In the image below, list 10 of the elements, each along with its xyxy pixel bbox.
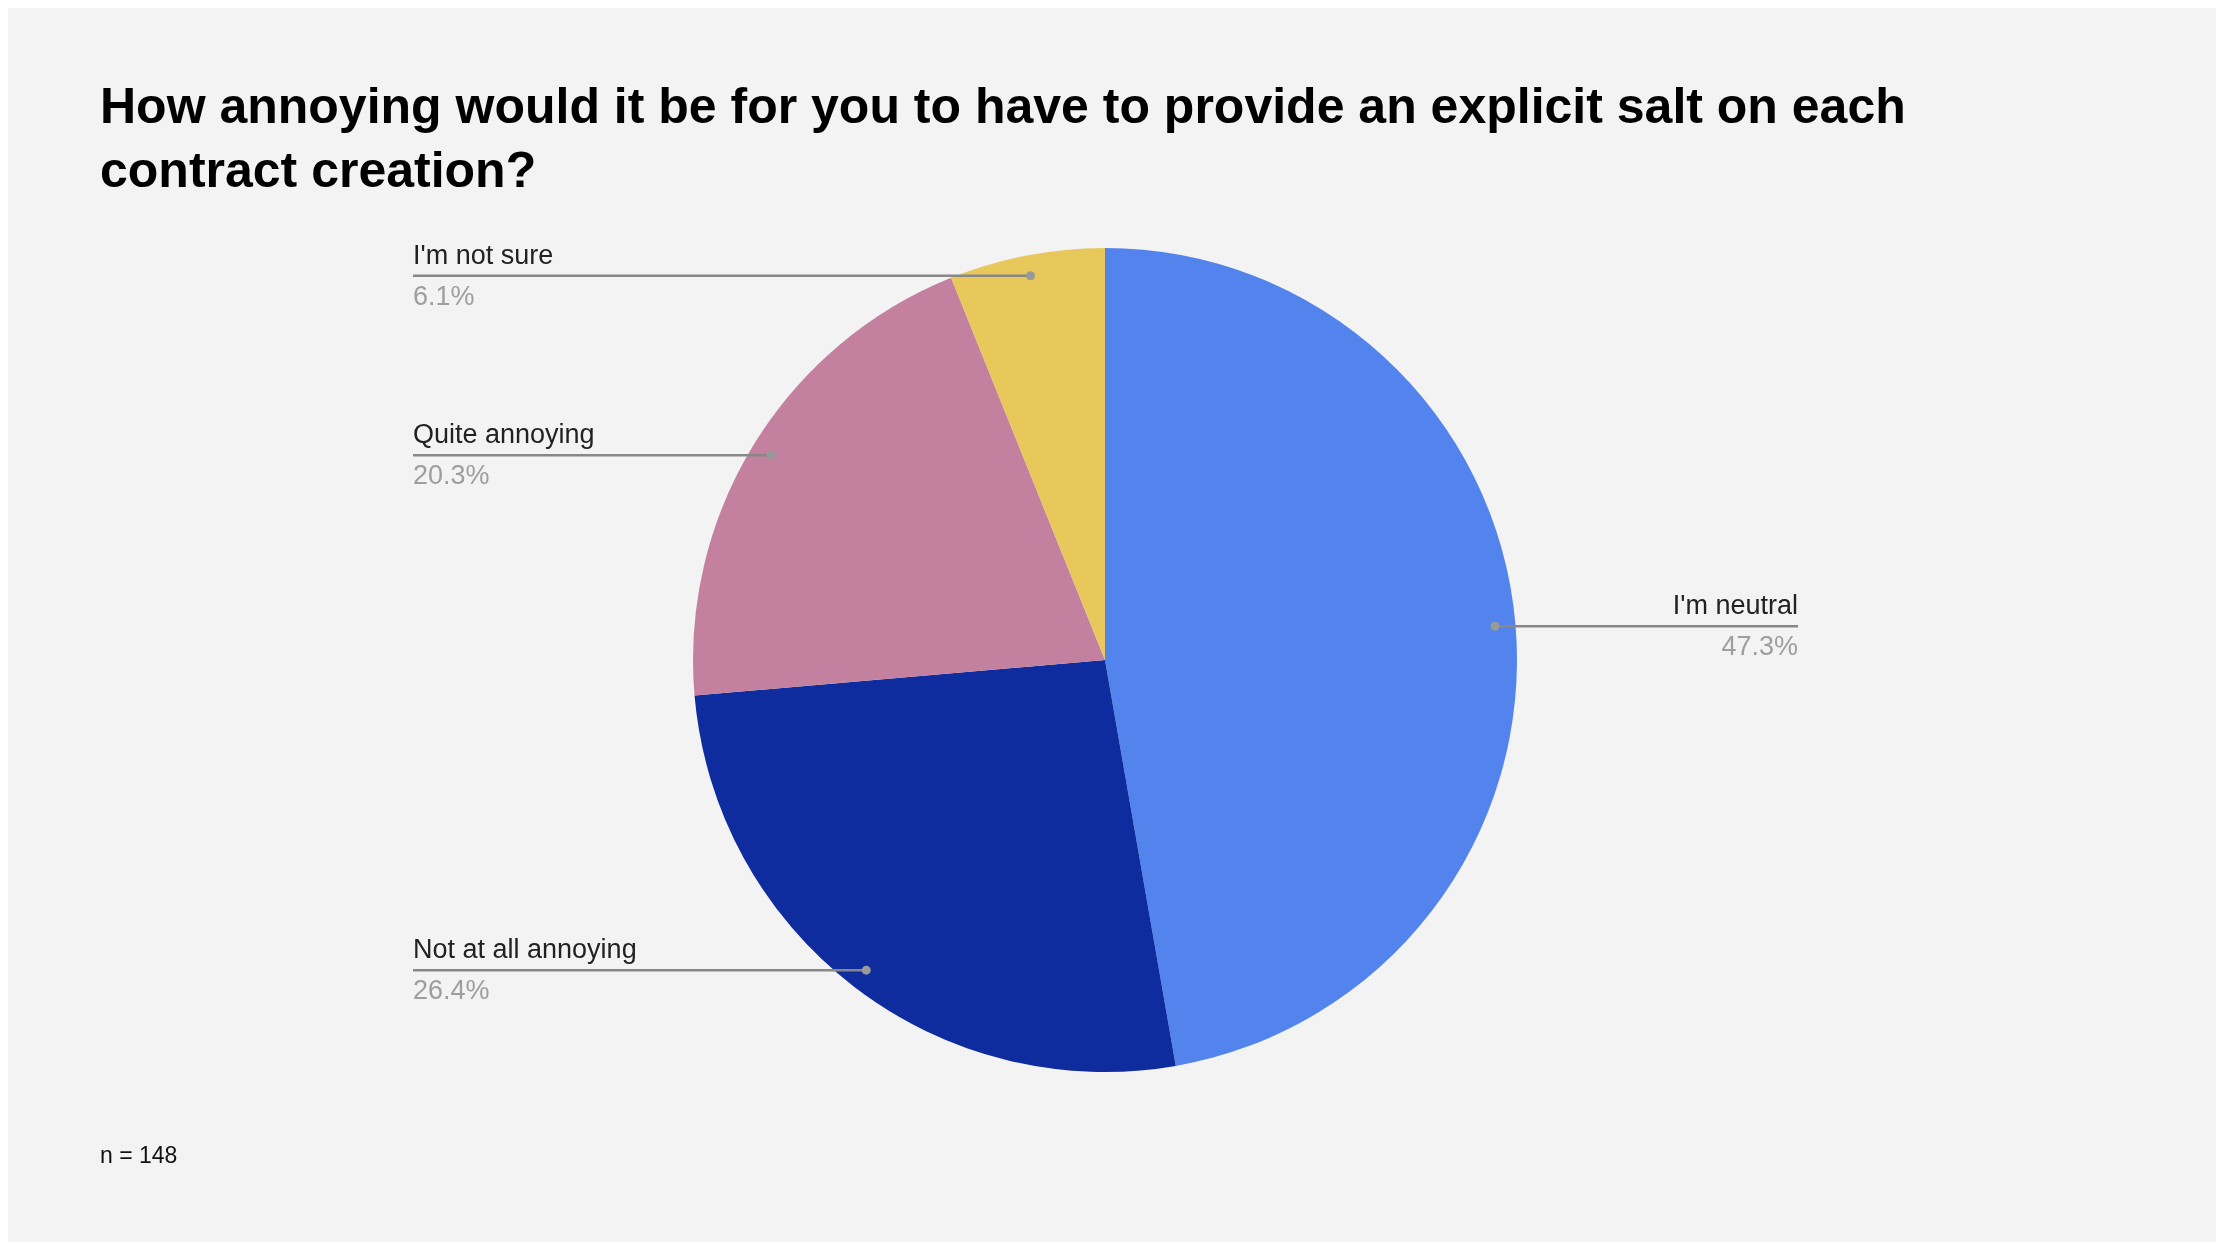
data-label: 26.4% (413, 975, 490, 1006)
data-label: 6.1% (413, 280, 475, 311)
text: n = 148 (100, 1142, 178, 1169)
data-label: 47.3% (1721, 631, 1798, 662)
slice-label: Not at all annoying (413, 934, 637, 965)
data-label: 20.3% (413, 460, 490, 491)
slice-label: I'm not sure (413, 239, 554, 270)
chart-title: How annoying would it be for you to have to provide an explicit salt on each contract creation? (100, 77, 1907, 200)
slice-label: I'm neutral (1672, 590, 1798, 621)
slice-label: Quite annoying (413, 419, 595, 450)
